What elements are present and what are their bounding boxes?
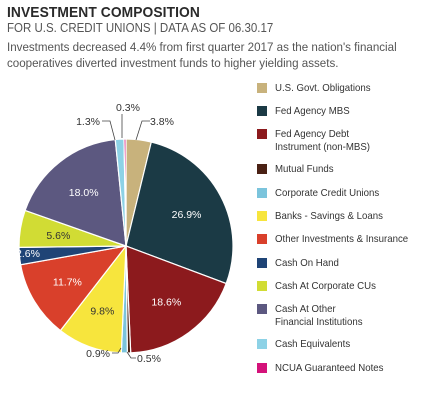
legend-item-cash-on-hand: Cash On Hand xyxy=(257,257,435,270)
legend-item-cash-at-corporate-cus: Cash At Corporate CUs xyxy=(257,280,435,293)
legend-label: Banks - Savings & Loans xyxy=(275,210,383,222)
legend-swatch xyxy=(257,363,267,373)
legend-label: NCUA Guaranteed Notes xyxy=(275,362,384,374)
data-label-cash-at-other-financial-institutions: 18.0% xyxy=(69,187,99,199)
leader-line-corporate-credit-unions xyxy=(112,347,122,354)
legend-swatch xyxy=(257,164,267,174)
legend-swatch xyxy=(257,281,267,291)
legend-item-banks-savings-loans: Banks - Savings & Loans xyxy=(257,210,435,223)
legend-label: Cash At Corporate CUs xyxy=(275,280,376,292)
data-label-cash-equivalents: 1.3% xyxy=(76,116,100,128)
pie-slice-cash-at-other-financial-institutions xyxy=(24,138,127,247)
legend-item-fed-agency-mbs: Fed Agency MBS xyxy=(257,105,435,118)
legend-item-corporate-credit-unions: Corporate Credit Unions xyxy=(257,187,435,200)
data-label-fed-agency-debt-instrument-non-mbs: 18.6% xyxy=(151,296,181,308)
legend-swatch xyxy=(257,211,267,221)
legend-swatch xyxy=(257,258,267,268)
pie-slices xyxy=(18,138,234,354)
legend-label: Cash On Hand xyxy=(275,257,339,269)
leader-line-cash-equivalents xyxy=(102,120,116,141)
data-label-other-investments-insurance: 11.7% xyxy=(53,276,82,288)
legend-label: Other Investments & Insurance xyxy=(275,233,409,245)
leader-lines xyxy=(102,114,150,359)
legend-label: Fed Agency MBS xyxy=(275,105,350,117)
pie-slice-ncua-guaranteed-notes xyxy=(123,138,127,247)
data-label-mutual-funds: 0.5% xyxy=(137,353,161,365)
pie-slice-fed-agency-mbs xyxy=(125,141,234,285)
data-labels: 3.8% 26.9% 18.6% 0.5% 0.9% 9.8% 11.7% 2.6% 5.6% 1… xyxy=(16,102,201,365)
data-label-cash-on-hand: 2.6% xyxy=(16,248,40,260)
data-label-fed-agency-mbs: 26.9% xyxy=(172,209,202,221)
legend-item-u-s-govt-obligations: U.S. Govt. Obligations xyxy=(257,82,435,95)
legend-item-cash-at-other-financial-institutions: Cash At Other Financial Institutions xyxy=(257,303,435,329)
legend-swatch xyxy=(257,129,267,139)
legend-item-mutual-funds: Mutual Funds xyxy=(257,163,435,176)
legend-label: Fed Agency Debt Instrument (non-MBS) xyxy=(275,128,371,153)
legend-label: Cash At Other Financial Institutions xyxy=(275,303,363,328)
data-label-cash-at-corporate-cus: 5.6% xyxy=(46,230,70,242)
pie-slice-other-investments-insurance xyxy=(19,245,128,332)
legend-label: U.S. Govt. Obligations xyxy=(275,82,371,94)
data-label-banks-savings-loans: 9.8% xyxy=(90,305,114,317)
data-label-ncua-guaranteed-notes: 0.3% xyxy=(116,102,140,114)
chart-subtitle: FOR U.S. CREDIT UNIONS | DATA AS OF 06.3… xyxy=(7,21,274,35)
legend-swatch xyxy=(257,304,267,314)
data-label-corporate-credit-unions: 0.9% xyxy=(86,348,110,360)
chart-description: Investments decreased 4.4% from first qu… xyxy=(7,40,397,70)
legend-swatch xyxy=(257,339,267,349)
legend-item-fed-agency-debt-instrument-non-mbs: Fed Agency Debt Instrument (non-MBS) xyxy=(257,128,435,154)
legend-item-ncua-guaranteed-notes: NCUA Guaranteed Notes xyxy=(257,362,435,375)
legend-swatch xyxy=(257,234,267,244)
data-label-u-s-govt-obligations: 3.8% xyxy=(150,116,174,128)
pie-slice-fed-agency-debt-instrument-non-mbs xyxy=(125,245,227,354)
legend-item-other-investments-insurance: Other Investments & Insurance xyxy=(257,233,435,246)
legend-swatch xyxy=(257,188,267,198)
leader-line-u-s-govt-obligations xyxy=(135,120,150,141)
legend-item-cash-equivalents: Cash Equivalents xyxy=(257,338,435,351)
legend-swatch xyxy=(257,83,267,93)
legend-label: Cash Equivalents xyxy=(275,338,351,350)
legend-label: Mutual Funds xyxy=(275,163,334,175)
chart-title: INVESTMENT COMPOSITION xyxy=(7,4,200,21)
legend-label: Corporate Credit Unions xyxy=(275,187,380,199)
leader-line-mutual-funds xyxy=(126,351,136,359)
legend-swatch xyxy=(257,106,267,116)
